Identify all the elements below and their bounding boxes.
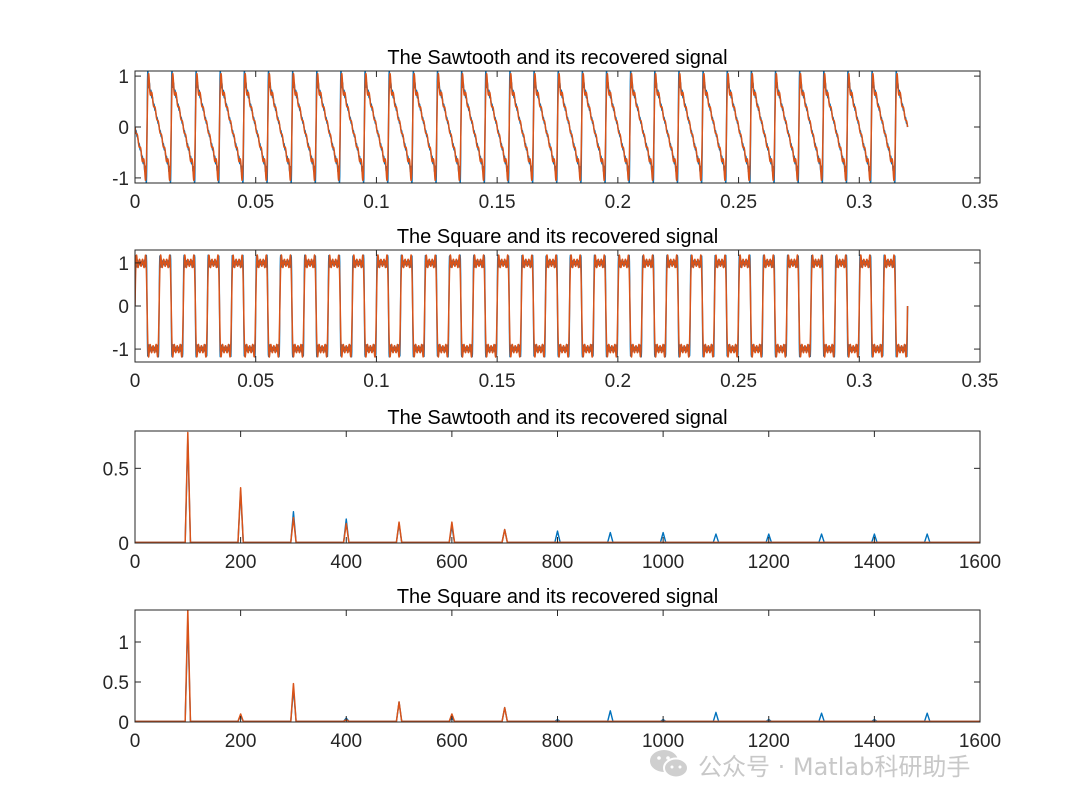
x-tick-label: 1600 — [959, 552, 1001, 573]
axes-title: The Square and its recovered signal — [397, 226, 718, 248]
x-tick-label: 0.15 — [479, 371, 516, 392]
x-tick-label: 1400 — [853, 552, 895, 573]
x-tick-label: 0 — [130, 192, 141, 213]
axes-title: The Sawtooth and its recovered signal — [387, 47, 727, 69]
x-tick-label: 1000 — [642, 552, 684, 573]
axes-square-time: The Square and its recovered signal 0 0.0… — [112, 226, 998, 392]
y-tick-label: 0.5 — [103, 459, 129, 480]
x-tick-label: 1400 — [853, 731, 895, 752]
x-tick-label: 400 — [330, 552, 362, 573]
x-tick-label: 0.1 — [363, 192, 389, 213]
x-tick-label: 200 — [225, 552, 257, 573]
x-tick-label: 1000 — [642, 731, 684, 752]
series-line-1 — [135, 610, 980, 722]
x-tick-label: 1600 — [959, 731, 1001, 752]
x-tick-label: 0.3 — [846, 192, 872, 213]
y-tick-label: 0.5 — [103, 673, 129, 694]
axes-square-spectrum: The Square and its recovered signal 0 200… — [103, 586, 1002, 752]
x-tick-label: 0.05 — [237, 371, 274, 392]
y-tick-label: -1 — [112, 340, 129, 361]
watermark-text: 公众号 · Matlab科研助手 — [698, 752, 971, 781]
x-tick-label: 200 — [225, 731, 257, 752]
x-tick-label: 0.2 — [605, 371, 631, 392]
x-tick-label: 800 — [542, 731, 574, 752]
y-tick-label: 1 — [118, 67, 129, 88]
x-tick-label: 0.35 — [962, 371, 999, 392]
x-tick-label: 0 — [130, 552, 141, 573]
series-line-1 — [135, 72, 909, 182]
x-tick-label: 400 — [330, 731, 362, 752]
x-tick-label: 0.2 — [605, 192, 631, 213]
y-tick-label: 0 — [118, 534, 129, 555]
y-tick-label: 0 — [118, 118, 129, 139]
axes-title: The Sawtooth and its recovered signal — [387, 407, 727, 429]
y-tick-label: -1 — [112, 169, 129, 190]
series-line-0 — [135, 437, 980, 543]
series-line-1 — [135, 254, 909, 358]
x-tick-label: 600 — [436, 731, 468, 752]
y-tick-label: 1 — [118, 254, 129, 275]
axes-sawtooth-time: The Sawtooth and its recovered signal 0 0… — [112, 47, 998, 213]
x-tick-label: 1200 — [748, 552, 790, 573]
axes-title: The Square and its recovered signal — [397, 586, 718, 608]
axes-sawtooth-spectrum: The Sawtooth and its recovered signal 0 2… — [103, 407, 1002, 573]
axes-box — [134, 609, 981, 723]
wechat-icon — [650, 750, 689, 779]
x-tick-label: 0.15 — [479, 192, 516, 213]
x-tick-label: 0 — [130, 371, 141, 392]
series-line-1 — [135, 431, 980, 543]
x-tick-label: 800 — [542, 552, 574, 573]
x-tick-label: 0.25 — [720, 192, 757, 213]
x-tick-label: 0.1 — [363, 371, 389, 392]
plot-area — [135, 610, 980, 722]
x-tick-label: 0 — [130, 731, 141, 752]
plot-area — [135, 254, 909, 358]
x-tick-label: 600 — [436, 552, 468, 573]
x-tick-label: 0.3 — [846, 371, 872, 392]
series-line-0 — [135, 619, 980, 722]
y-tick-label: 0 — [118, 297, 129, 318]
watermark: 公众号 · Matlab科研助手 — [648, 744, 970, 784]
x-tick-label: 0.35 — [962, 192, 999, 213]
plot-area — [135, 71, 909, 183]
plot-area — [135, 431, 980, 543]
x-tick-label: 1200 — [748, 731, 790, 752]
y-tick-label: 1 — [118, 633, 129, 654]
axes-box — [134, 430, 981, 544]
y-tick-label: 0 — [118, 713, 129, 734]
x-tick-label: 0.25 — [720, 371, 757, 392]
x-tick-label: 0.05 — [237, 192, 274, 213]
